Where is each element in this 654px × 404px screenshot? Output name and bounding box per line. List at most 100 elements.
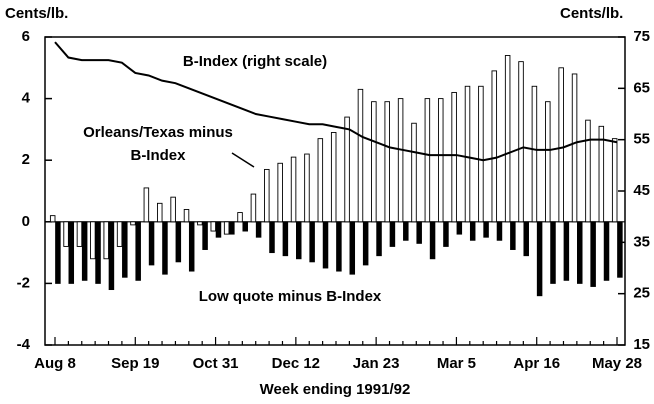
bar	[255, 221, 262, 238]
bar	[349, 221, 356, 275]
bar	[330, 132, 337, 223]
bar	[443, 221, 449, 247]
bar	[103, 221, 109, 260]
y-tick-label: 0	[22, 213, 30, 230]
bar	[162, 221, 168, 275]
y-tick-label: -4	[17, 336, 31, 353]
bar	[304, 153, 310, 223]
bar	[317, 138, 324, 223]
bar	[170, 196, 176, 223]
bar	[545, 101, 551, 223]
line	[54, 41, 618, 162]
bar	[188, 221, 195, 272]
bar	[429, 221, 436, 260]
bar	[135, 221, 141, 281]
bar	[451, 91, 457, 223]
bar	[563, 221, 570, 281]
bar	[197, 221, 203, 226]
series-label: Low quote minus B-Index	[198, 288, 382, 305]
bar	[362, 221, 369, 266]
y-tick-label: 2	[22, 151, 30, 168]
bar	[49, 215, 56, 223]
series-annotation: Orleans/Texas minus B-Index	[83, 124, 233, 164]
series-annotation: B-Index (right scale)	[183, 53, 327, 70]
bar	[81, 221, 88, 281]
bar	[322, 221, 329, 269]
bar	[290, 156, 297, 223]
bar	[617, 221, 623, 278]
bar	[202, 221, 208, 250]
bar	[68, 221, 75, 284]
bar	[156, 202, 163, 223]
bar	[63, 221, 69, 247]
bar	[523, 221, 529, 257]
bar	[175, 221, 182, 263]
bar	[95, 221, 101, 284]
bar	[496, 221, 503, 241]
bar	[183, 209, 190, 223]
bar	[371, 101, 377, 223]
bar	[585, 119, 591, 223]
bar	[504, 55, 511, 223]
y2-tick-label: 35	[633, 233, 650, 250]
bar	[108, 221, 115, 291]
bar	[336, 221, 342, 272]
x-tick-label: Dec 12	[272, 355, 320, 372]
bar	[389, 221, 396, 247]
bar	[558, 67, 564, 223]
y-tick-label: 6	[22, 28, 30, 45]
y-axis-label: Cents/lb.	[5, 5, 68, 22]
bar	[518, 61, 524, 223]
bar	[571, 73, 578, 223]
bar	[550, 221, 556, 284]
bar	[411, 122, 417, 223]
x-tick-label: Aug 8	[34, 355, 76, 372]
x-tick-label: Oct 31	[193, 355, 239, 372]
bar	[598, 125, 605, 223]
bar	[296, 221, 302, 260]
bar	[215, 221, 222, 238]
x-tick-label: May 28	[592, 355, 642, 372]
bar	[250, 193, 257, 223]
bar	[143, 187, 150, 223]
bar	[483, 221, 489, 238]
bar	[55, 221, 61, 284]
bar	[282, 221, 289, 257]
bar	[416, 221, 422, 244]
bar	[344, 116, 350, 223]
bar	[384, 101, 390, 223]
bar	[229, 221, 235, 235]
x-axis-label: Week ending 1991/92	[260, 381, 411, 398]
bar	[397, 98, 404, 223]
bar	[237, 212, 243, 223]
y2-tick-label: 15	[633, 336, 650, 353]
x-tick-label: Mar 5	[437, 355, 476, 372]
series-label: Orleans/Texas minus B-Index	[83, 124, 233, 164]
bar	[491, 70, 498, 223]
bar	[269, 221, 275, 254]
bar	[464, 85, 471, 223]
y2-tick-label: 25	[633, 285, 650, 302]
bar	[577, 221, 583, 284]
annotation-arrow	[231, 152, 255, 168]
bar	[223, 221, 230, 235]
bar	[264, 168, 270, 223]
bar	[510, 221, 516, 250]
bar	[210, 221, 217, 232]
bar	[478, 85, 484, 223]
bar	[116, 221, 123, 247]
x-tick-label: Jan 23	[353, 355, 400, 372]
y2-tick-label: 65	[633, 79, 650, 96]
x-tick-label: Apr 16	[513, 355, 560, 372]
bar	[603, 221, 610, 281]
bar	[277, 162, 283, 223]
bar	[90, 221, 96, 260]
series-annotation: Low quote minus B-Index	[198, 288, 382, 305]
y2-tick-label: 55	[633, 131, 650, 148]
bar	[122, 221, 128, 278]
bar	[76, 221, 83, 247]
bar	[531, 85, 538, 223]
y-tick-label: -2	[17, 274, 30, 291]
bar	[309, 221, 315, 263]
